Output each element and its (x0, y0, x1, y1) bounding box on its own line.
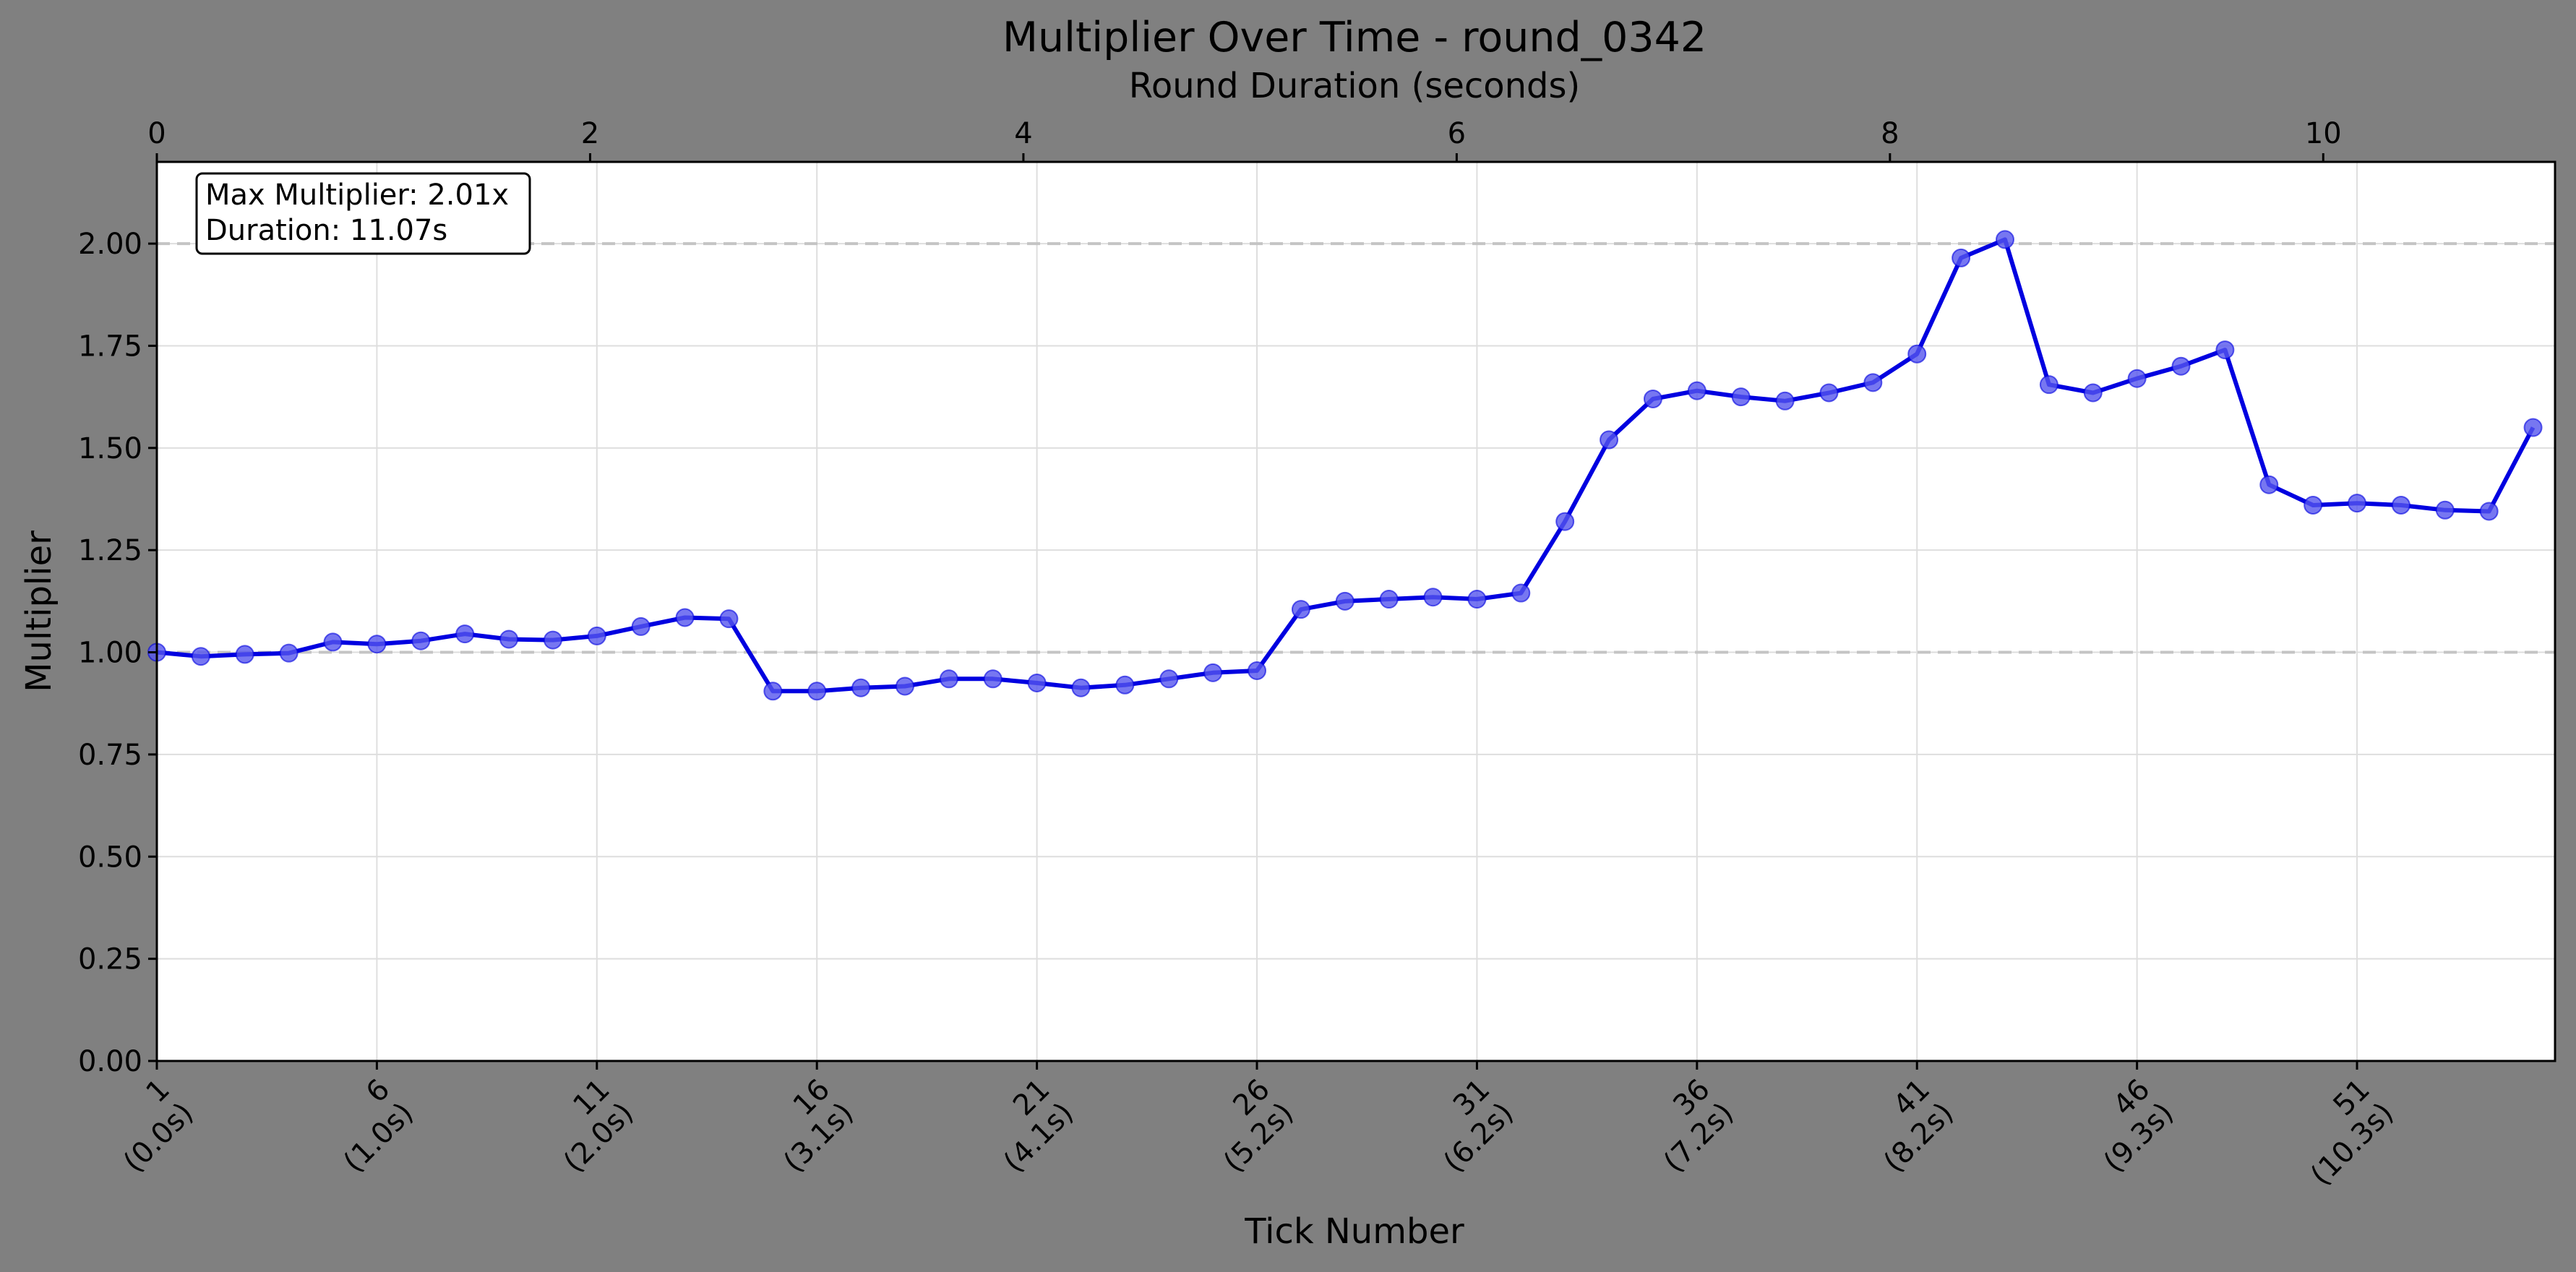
chart-title: Multiplier Over Time - round_0342 (1003, 14, 1706, 61)
y-tick-label: 1.75 (78, 330, 142, 363)
data-point (1071, 678, 1091, 697)
y-axis-title: Multiplier (19, 530, 59, 692)
data-point (2304, 495, 2323, 515)
data-point (1555, 512, 1575, 531)
annotation-box (195, 172, 531, 255)
annotation-duration: Duration: 11.07s (205, 214, 447, 247)
data-point (499, 629, 519, 649)
x-tick-label: 46(9.3s) (2098, 1073, 2180, 1179)
data-point (2039, 375, 2058, 395)
data-point (1511, 583, 1531, 603)
data-point (1863, 373, 1883, 392)
series-layer (147, 230, 2543, 701)
data-point (1335, 591, 1354, 611)
x-tick-label: 31(6.2s) (1438, 1073, 1520, 1179)
data-point (2259, 475, 2279, 494)
data-point (1248, 661, 1267, 680)
data-point (1423, 588, 1443, 607)
reference-lines (157, 242, 2555, 654)
data-point (939, 669, 958, 689)
x-tick-label: 11(2.0s) (557, 1073, 640, 1179)
data-point (587, 626, 606, 645)
y-tick-label: 0.25 (78, 943, 142, 976)
x-tick-label: 21(4.1s) (997, 1073, 1080, 1179)
data-point (279, 643, 299, 663)
data-point (1291, 600, 1310, 619)
data-point (1819, 383, 1839, 403)
data-point (2127, 369, 2147, 388)
x-tick-label: 16(3.1s) (777, 1073, 859, 1179)
data-point (1687, 381, 1706, 400)
data-point (2479, 502, 2499, 521)
data-point (763, 682, 783, 701)
plot-frame (155, 160, 2556, 1062)
data-point (235, 645, 254, 664)
data-point (1600, 430, 1619, 450)
data-point (895, 676, 914, 696)
top-tick-label: 8 (1881, 117, 1899, 150)
x-tick-label: 41(8.2s) (1877, 1073, 1959, 1179)
data-point (1115, 675, 1135, 695)
x-tick-label: 1(0.0s) (117, 1073, 199, 1179)
top-x-axis-title: Round Duration (seconds) (1129, 66, 1581, 106)
annotation-max-multiplier: Max Multiplier: 2.01x (205, 179, 509, 212)
data-point (2215, 340, 2235, 360)
data-point (2391, 495, 2410, 515)
data-point (807, 682, 827, 701)
top-tick-label: 4 (1014, 117, 1032, 150)
stats-annotation: Max Multiplier: 2.01x Duration: 11.07s (195, 172, 531, 255)
top-tick-label: 0 (147, 117, 166, 150)
data-point (191, 647, 210, 666)
y-tick-label: 0.50 (78, 841, 142, 874)
data-point (2083, 383, 2103, 403)
data-point (2523, 418, 2543, 437)
y-tick-label: 1.25 (78, 534, 142, 567)
x-tick-label: 51(10.3s) (2304, 1073, 2400, 1192)
x-tick-label: 36(7.2s) (1657, 1073, 1740, 1179)
data-point (1995, 230, 2014, 249)
y-tick-label: 1.00 (78, 637, 142, 670)
data-point (1159, 669, 1179, 689)
top-tick-label: 10 (2305, 117, 2342, 150)
data-point (1379, 590, 1399, 609)
data-point (1907, 344, 1927, 364)
data-point (1027, 673, 1047, 692)
top-tick-label: 2 (581, 117, 599, 150)
data-point (1643, 389, 1662, 408)
x-tick-label: 6(1.0s) (338, 1073, 420, 1179)
y-tick-label: 0.75 (78, 739, 142, 772)
x-tick-label: 26(5.2s) (1217, 1073, 1300, 1179)
data-point (2348, 494, 2367, 513)
data-point (851, 678, 871, 697)
data-point (2435, 500, 2455, 520)
data-point (2171, 356, 2191, 376)
data-point (411, 631, 431, 650)
y-tick-label: 2.00 (78, 228, 142, 261)
x-axis-title: Tick Number (1244, 1211, 1464, 1252)
data-point (1203, 663, 1223, 682)
data-point (1775, 391, 1795, 411)
data-point (1952, 248, 1971, 267)
data-point (983, 669, 1003, 689)
data-point (631, 616, 651, 636)
data-point (675, 608, 695, 627)
data-point (367, 635, 387, 654)
x-tick-time: (0.0s) (117, 1096, 199, 1179)
data-point (455, 624, 475, 644)
data-point (719, 609, 739, 629)
x-tick-time: (1.0s) (338, 1096, 420, 1179)
data-point (1731, 387, 1751, 407)
y-tick-label: 1.50 (78, 432, 142, 465)
y-tick-label: 0.00 (78, 1045, 142, 1078)
data-point (1467, 590, 1487, 609)
top-tick-label: 6 (1448, 117, 1466, 150)
data-point (323, 632, 343, 652)
plot-area (157, 162, 2555, 1061)
data-point (543, 630, 562, 650)
